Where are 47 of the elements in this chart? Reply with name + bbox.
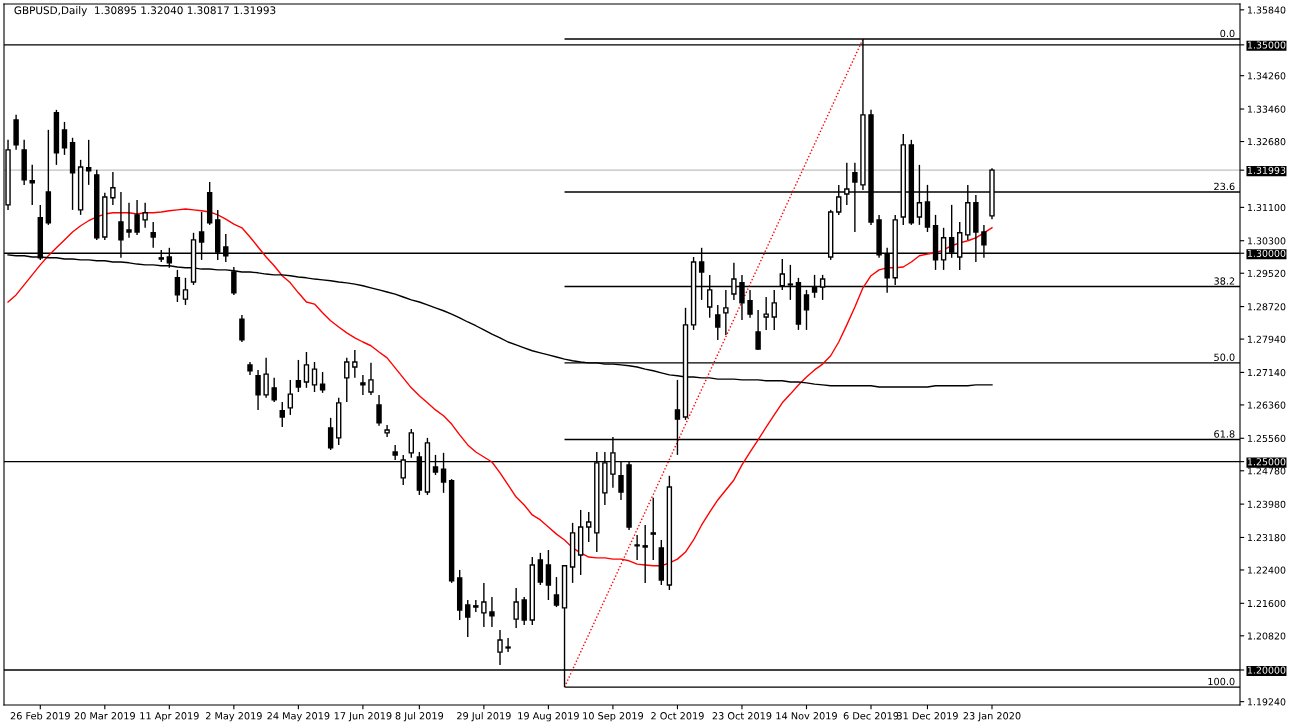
y-tick-label: 1.29520 — [1247, 269, 1286, 277]
y-tick-label: 1.22400 — [1247, 566, 1286, 574]
y-tick-label: 1.26360 — [1247, 401, 1286, 409]
annotation: 0.0 — [1220, 29, 1235, 38]
y-tick-label: 1.20820 — [1247, 632, 1286, 640]
x-tick-label: 11 Apr 2019 — [140, 712, 199, 722]
y-tick-label: 1.30000 — [1247, 249, 1286, 257]
y-tick-label: 1.23980 — [1247, 500, 1286, 508]
x-tick-label: 2 Oct 2019 — [651, 712, 704, 720]
annotation: 61.8 — [1214, 430, 1235, 438]
y-tick-label: 1.32680 — [1247, 138, 1286, 146]
x-tick-label: 8 Jul 2019 — [395, 711, 444, 722]
y-tick-label: 1.20000 — [1247, 666, 1286, 674]
y-tick-label: 1.34260 — [1247, 72, 1286, 80]
y-tick-label: 1.27940 — [1247, 335, 1286, 343]
annotation: 38.2 — [1214, 277, 1235, 285]
y-tick-label: 1.35000 — [1247, 41, 1286, 49]
y-tick-label: 1.19240 — [1247, 698, 1286, 706]
y-tick-label: 1.21600 — [1247, 599, 1286, 608]
annotation: 100.0 — [1208, 677, 1235, 686]
annotation: 23.6 — [1214, 182, 1235, 191]
x-tick-label: 24 May 2019 — [267, 712, 330, 722]
x-tick-label: 26 Feb 2019 — [10, 711, 70, 720]
y-tick-label: 1.24780 — [1247, 467, 1286, 475]
y-tick-label: 1.28720 — [1247, 303, 1286, 311]
x-tick-label: 20 Mar 2019 — [74, 712, 135, 720]
y-tick-label: 1.27140 — [1247, 369, 1286, 377]
y-tick-label: 1.23180 — [1247, 534, 1286, 542]
y-tick-label: 1.25000 — [1247, 458, 1286, 466]
x-tick-label: 17 Jun 2019 — [334, 712, 392, 722]
y-tick-label: 1.25560 — [1247, 434, 1286, 442]
annotation: 50.0 — [1214, 353, 1235, 361]
y-tick-label: 1.33460 — [1247, 105, 1286, 113]
x-tick-label: 31 Dec 2019 — [897, 712, 958, 720]
y-tick-label: 1.31993 — [1247, 166, 1286, 174]
x-tick-label: 23 Jan 2020 — [963, 712, 1021, 722]
x-tick-label: 19 Aug 2019 — [518, 712, 579, 722]
x-tick-label: 23 Oct 2019 — [712, 712, 772, 720]
x-tick-label: 2 May 2019 — [205, 712, 262, 722]
x-tick-label: 29 Jul 2019 — [457, 711, 511, 722]
y-tick-label: 1.35840 — [1247, 6, 1286, 14]
x-tick-label: 14 Nov 2019 — [776, 712, 837, 720]
y-tick-label: 1.31100 — [1247, 203, 1286, 212]
x-tick-label: 10 Sep 2019 — [583, 712, 644, 722]
chart-title: GBPUSD,Daily 1.30895 1.32040 1.30817 1.31993 — [14, 6, 276, 17]
y-tick-label: 1.30300 — [1247, 237, 1286, 245]
x-tick-label: 6 Dec 2019 — [843, 712, 899, 720]
